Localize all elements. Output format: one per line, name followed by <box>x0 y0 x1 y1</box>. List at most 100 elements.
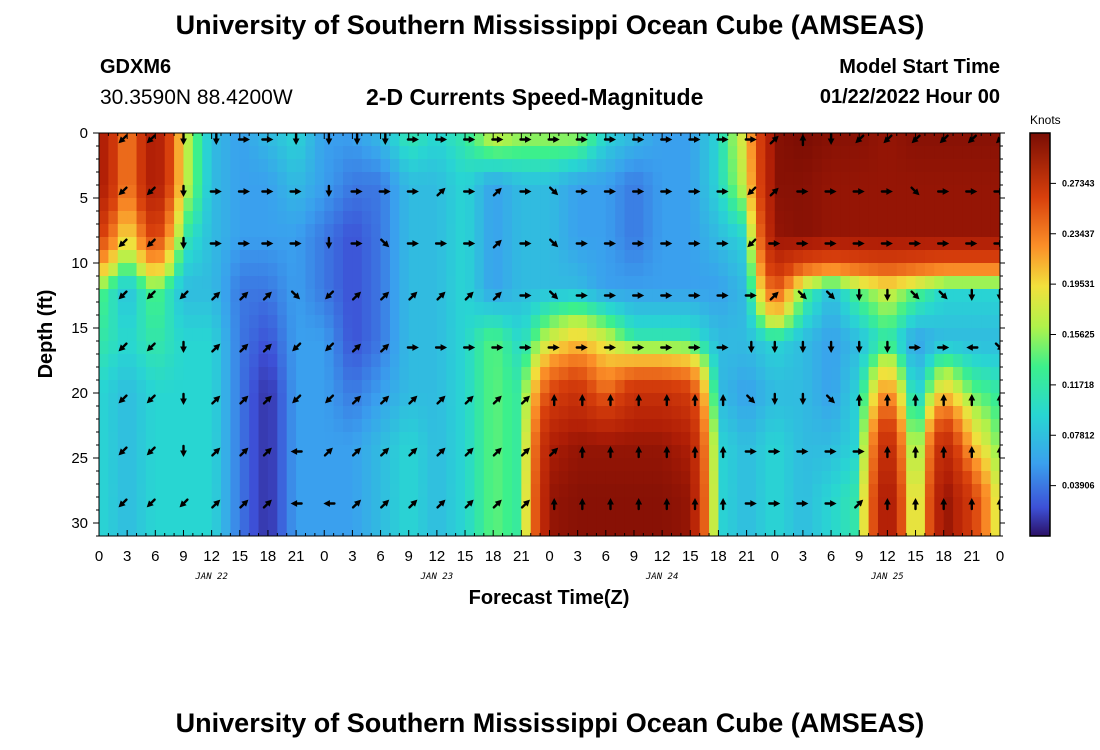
heatmap-cell <box>455 510 466 524</box>
heatmap-cell <box>727 172 738 186</box>
heatmap-cell <box>699 328 710 342</box>
heatmap-cell <box>962 497 973 511</box>
heatmap-cell <box>305 380 316 394</box>
heatmap-cell <box>821 367 832 381</box>
heatmap-cell <box>502 393 513 407</box>
heatmap-cell <box>765 484 776 498</box>
heatmap-cell <box>587 159 598 173</box>
heatmap-cell <box>333 328 344 342</box>
heatmap-cell <box>408 419 419 433</box>
arrow-head <box>609 136 616 143</box>
arrow-head <box>719 394 727 401</box>
heatmap-cell <box>943 406 954 420</box>
arrow-head <box>967 136 975 144</box>
heatmap-cell <box>755 302 766 316</box>
heatmap-cell <box>558 523 569 536</box>
arrow-head <box>828 292 835 300</box>
heatmap-cell <box>934 146 945 160</box>
heatmap-cell <box>352 211 363 225</box>
heatmap-cell <box>596 250 607 264</box>
heatmap-cell <box>239 380 250 394</box>
heatmap-cell <box>746 172 757 186</box>
heatmap-cell <box>802 224 813 238</box>
heatmap-cell <box>981 302 992 316</box>
heatmap-cell <box>333 159 344 173</box>
heatmap-cell <box>164 419 175 433</box>
heatmap-cell <box>117 198 128 212</box>
heatmap-cell <box>511 419 522 433</box>
heatmap-cell <box>549 159 560 173</box>
heatmap-cell <box>558 315 569 329</box>
heatmap-cell <box>737 458 748 472</box>
heatmap-cell <box>924 393 935 407</box>
heatmap-cell <box>746 224 757 238</box>
heatmap-cell <box>202 380 213 394</box>
heatmap-cell <box>652 133 663 147</box>
heatmap-cell <box>718 276 729 290</box>
arrow-head <box>494 499 502 507</box>
heatmap-cell <box>521 302 532 316</box>
heatmap-cell <box>643 263 654 277</box>
heatmap-cell <box>953 458 964 472</box>
heatmap-cell <box>174 445 185 459</box>
heatmap-cell <box>108 224 119 238</box>
heatmap-cell <box>877 523 888 536</box>
heatmap-cell <box>371 354 382 368</box>
heatmap-cell <box>943 224 954 238</box>
heatmap-cell <box>305 198 316 212</box>
current-arrow <box>351 447 362 457</box>
heatmap-cell <box>849 380 860 394</box>
current-arrow <box>434 136 448 143</box>
heatmap-cell <box>221 263 231 277</box>
heatmap-cell <box>812 458 823 472</box>
heatmap-cell <box>849 393 860 407</box>
heatmap-cell <box>896 276 907 290</box>
heatmap-cell <box>267 328 278 342</box>
heatmap-cell <box>117 406 128 420</box>
heatmap-cell <box>389 354 400 368</box>
heatmap-cell <box>596 185 607 199</box>
heatmap-cell <box>709 302 720 316</box>
heatmap-cell <box>117 276 128 290</box>
heatmap-cell <box>784 354 795 368</box>
heatmap-cell <box>596 367 607 381</box>
current-arrow <box>211 447 221 457</box>
heatmap-cell <box>408 146 419 160</box>
heatmap-cell <box>502 146 513 160</box>
heatmap-cell <box>746 263 757 277</box>
heatmap-cell <box>784 380 795 394</box>
heatmap-cell <box>737 432 748 446</box>
heatmap-cell <box>474 380 485 394</box>
heatmap-cell <box>887 263 898 277</box>
heatmap-cell <box>737 224 748 238</box>
heatmap-cell <box>849 159 860 173</box>
heatmap-cell <box>558 419 569 433</box>
current-arrow <box>406 188 419 195</box>
current-arrow <box>824 448 837 455</box>
heatmap-cell <box>924 523 935 536</box>
heatmap-cell <box>389 367 400 381</box>
heatmap-cell <box>849 146 860 160</box>
heatmap-cell <box>174 133 185 147</box>
heatmap-cell <box>774 133 785 147</box>
heatmap-cell <box>296 159 307 173</box>
heatmap-cell <box>784 367 795 381</box>
heatmap-cell <box>662 432 673 446</box>
heatmap-cell <box>296 198 307 212</box>
heatmap-cell <box>624 315 635 329</box>
heatmap-cell <box>155 315 166 329</box>
heatmap-cell <box>436 523 447 536</box>
heatmap-cell <box>164 406 175 420</box>
arrow-head <box>912 292 920 300</box>
heatmap-cell <box>887 523 898 536</box>
heatmap-cell <box>943 458 954 472</box>
heatmap-cell <box>680 146 691 160</box>
heatmap-cell <box>192 523 203 536</box>
heatmap-cell <box>718 302 729 316</box>
current-arrow <box>603 292 616 299</box>
arrow-head <box>637 136 645 143</box>
heatmap-cell <box>971 419 982 433</box>
heatmap-cell <box>596 172 607 186</box>
heatmap-cell <box>643 315 654 329</box>
heatmap-cell <box>774 393 785 407</box>
